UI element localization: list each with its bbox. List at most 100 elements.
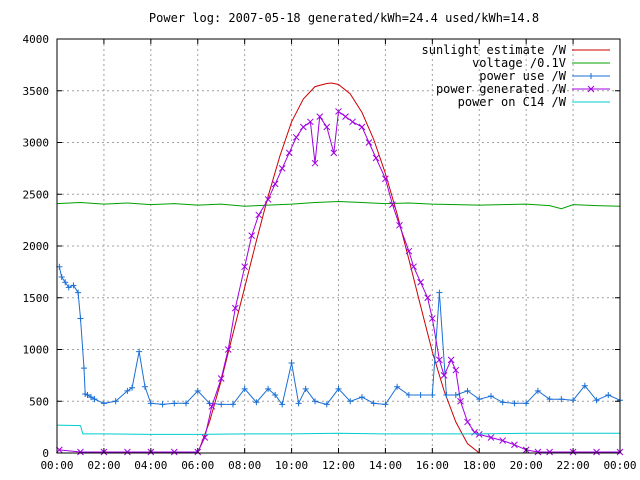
data-point — [558, 396, 565, 403]
x-tick-label: 12:00 — [322, 459, 355, 472]
data-point — [224, 346, 232, 353]
chart-title: Power log: 2007-05-18 generated/kWh=24.4… — [149, 11, 539, 25]
data-point — [295, 400, 302, 407]
x-tick-label: 10:00 — [275, 459, 308, 472]
data-point — [349, 118, 356, 126]
series-line — [197, 82, 480, 454]
data-point — [100, 400, 107, 407]
data-point — [77, 448, 84, 456]
data-point — [299, 123, 307, 131]
data-point — [372, 154, 380, 162]
data-point — [285, 149, 293, 157]
data-point — [605, 392, 612, 399]
data-point — [170, 448, 178, 456]
data-point — [335, 108, 342, 115]
data-point — [365, 139, 373, 146]
data-point — [124, 387, 131, 394]
data-point — [312, 398, 319, 405]
data-point — [136, 348, 143, 355]
data-point — [278, 165, 286, 172]
data-point — [405, 247, 413, 255]
series-1 — [56, 200, 621, 210]
x-tick-label: 16:00 — [416, 459, 449, 472]
y-tick-label: 2500 — [23, 188, 50, 201]
data-point — [279, 401, 286, 408]
series-line — [56, 200, 621, 210]
series-line — [56, 424, 620, 435]
data-point — [424, 294, 431, 302]
y-tick-label: 1500 — [23, 292, 50, 305]
data-point — [443, 392, 450, 399]
data-point — [112, 398, 119, 405]
data-point — [171, 400, 178, 407]
data-point — [396, 221, 403, 229]
y-tick-label: 500 — [29, 395, 49, 408]
data-point — [523, 400, 530, 407]
x-tick-label: 00:00 — [40, 459, 73, 472]
data-point — [65, 284, 72, 291]
data-point — [229, 401, 236, 408]
y-tick-label: 4000 — [23, 33, 50, 46]
legend-label: voltage /0.1V — [472, 56, 566, 70]
data-point — [272, 392, 279, 399]
data-point — [476, 396, 483, 403]
legend-marker — [588, 73, 594, 79]
data-point — [141, 383, 148, 390]
data-point — [62, 279, 69, 286]
data-point — [511, 441, 518, 449]
data-point — [217, 375, 225, 382]
data-point — [58, 274, 65, 281]
data-point — [316, 113, 324, 120]
data-point — [436, 289, 443, 296]
data-point — [248, 232, 256, 240]
data-point — [570, 397, 577, 404]
data-point — [70, 282, 77, 289]
data-point — [487, 434, 495, 441]
series-4 — [56, 424, 620, 435]
data-point — [581, 382, 588, 389]
data-point — [499, 437, 507, 444]
y-tick-label: 3500 — [23, 85, 50, 98]
data-point — [330, 149, 338, 157]
x-tick-label: 14:00 — [369, 459, 402, 472]
data-point — [129, 384, 136, 391]
data-point — [370, 400, 377, 407]
x-tick-label: 02:00 — [87, 459, 120, 472]
legend-label: power generated /W — [436, 82, 567, 96]
data-point — [265, 385, 272, 392]
data-point — [194, 387, 201, 394]
series-layer — [55, 82, 624, 456]
data-point — [264, 196, 272, 203]
x-tick-label: 06:00 — [181, 459, 214, 472]
data-point — [417, 278, 424, 286]
series-0 — [197, 82, 480, 454]
legend-marker — [587, 85, 595, 93]
data-point — [288, 359, 295, 366]
data-point — [358, 123, 366, 131]
data-point — [534, 387, 541, 394]
data-point — [208, 403, 216, 410]
data-point — [241, 385, 248, 392]
data-point — [218, 401, 225, 408]
legend-label: power use /W — [479, 69, 566, 83]
data-point — [231, 304, 239, 312]
data-point — [323, 123, 331, 131]
data-point — [253, 399, 260, 406]
data-point — [417, 392, 424, 399]
y-tick-label: 1000 — [23, 344, 50, 357]
data-point — [428, 315, 436, 322]
data-point — [382, 175, 389, 183]
data-point — [394, 383, 401, 390]
series-2 — [56, 263, 623, 408]
data-point — [84, 392, 91, 399]
data-point — [206, 400, 213, 407]
y-tick-label: 2000 — [23, 240, 50, 253]
data-point — [183, 400, 190, 407]
data-point — [75, 289, 82, 296]
legend-label: power on C14 /W — [458, 95, 567, 109]
data-point — [292, 133, 300, 141]
data-point — [452, 392, 459, 399]
data-point — [447, 356, 455, 364]
data-point — [147, 400, 154, 407]
